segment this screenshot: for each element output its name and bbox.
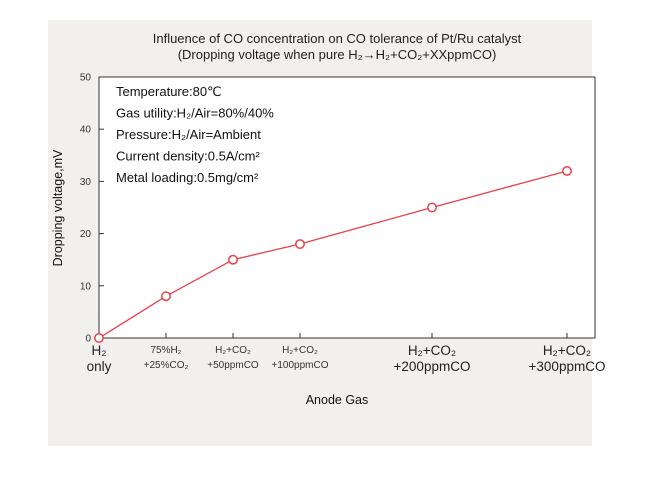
x-tick-label: +100ppmCO — [272, 360, 329, 371]
y-tick-label: 50 — [80, 73, 92, 84]
chart-title: Influence of CO concentration on CO tole… — [153, 31, 522, 46]
y-tick-label: 20 — [80, 229, 92, 240]
y-tick-label: 30 — [80, 177, 92, 188]
x-tick-label: +300ppmCO — [529, 359, 606, 374]
annotation-line: Temperature:80℃ — [116, 84, 222, 99]
x-tick-label: H₂ — [92, 343, 107, 358]
y-tick-label: 40 — [80, 125, 92, 136]
annotation-line: Pressure:H₂/Air=Ambient — [116, 127, 261, 142]
x-tick-label: +50ppmCO — [207, 360, 259, 371]
series-line — [98, 170, 568, 339]
plot-area — [98, 76, 596, 339]
data-point — [427, 202, 437, 213]
y-tick-label: 0 — [85, 334, 91, 345]
y-axis-title: Dropping voltage,mV — [51, 149, 65, 266]
x-tick-label: 75%H₂ — [150, 345, 181, 356]
x-tick-label: H₂+CO₂ — [282, 345, 318, 356]
data-point — [94, 333, 104, 343]
x-tick-label: +25%CO₂ — [144, 360, 189, 371]
annotation-block: Temperature:80℃ Gas utility:H₂/Air=80%/40… — [116, 84, 274, 185]
annotation-line: Current density:0.5A/cm² — [116, 149, 260, 164]
chart-subtitle: (Dropping voltage when pure H₂→H₂+CO₂+XX… — [178, 47, 497, 62]
x-axis-title: Anode Gas — [306, 393, 369, 407]
x-tick-label: only — [87, 359, 112, 374]
annotation-line: Gas utility:H₂/Air=80%/40% — [116, 106, 274, 121]
annotation-line: Metal loading:0.5mg/cm² — [116, 170, 259, 185]
y-axis: 0 10 20 30 40 50 — [80, 73, 104, 345]
data-point — [161, 291, 171, 302]
x-tick-label: +200ppmCO — [394, 359, 471, 374]
x-tick-label: H₂+CO₂ — [543, 343, 591, 358]
y-tick-label: 10 — [80, 281, 92, 292]
data-point — [562, 166, 572, 176]
data-point — [228, 254, 238, 265]
data-point — [295, 239, 305, 249]
x-tick-label: H₂+CO₂ — [408, 343, 456, 358]
x-tick-label: H₂+CO₂ — [215, 345, 251, 356]
series-group — [94, 166, 572, 343]
